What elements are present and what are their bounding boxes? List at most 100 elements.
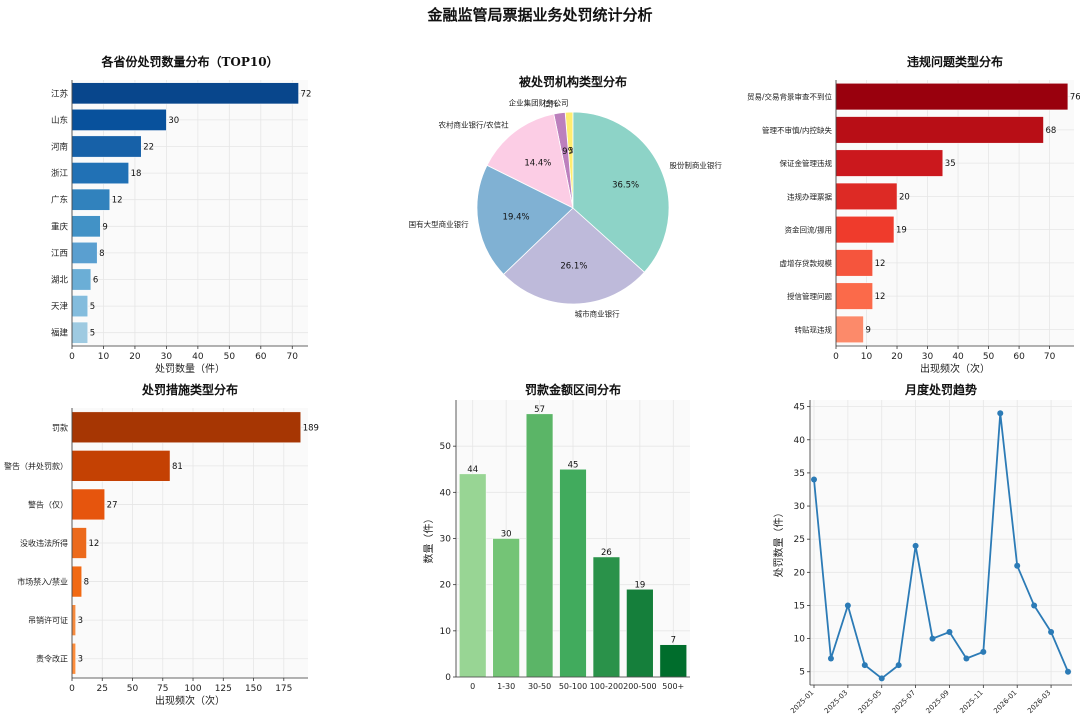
data-point: [1014, 562, 1021, 569]
x-tick-label: 40: [192, 352, 204, 362]
pie-category-label: 股份制商业银行: [669, 160, 722, 170]
bar-value-label: 12: [875, 259, 886, 269]
bar-value-label: 12: [875, 292, 886, 302]
category-label: 广东: [51, 195, 68, 206]
province-bar-chart: 各省份处罚数量分布（TOP10） 0 10 20 30 40 50 60 70 72 江苏 30 山东 2…: [51, 54, 312, 375]
category-label: 山东: [51, 115, 68, 126]
bar-value-label: 45: [568, 460, 579, 470]
pie-category-label: 企业集团财务公司: [509, 97, 569, 107]
category-label: 管理不审慎/内控缺失: [762, 125, 833, 135]
plot-area: [810, 400, 1072, 685]
bar: [835, 216, 895, 244]
bar-value-label: 26: [601, 548, 612, 558]
bar: [71, 162, 129, 184]
category-label: 500+: [662, 682, 684, 691]
x-tick-label: 0: [69, 684, 75, 694]
category-label: 湖北: [51, 276, 69, 286]
y-tick-label: 10: [440, 627, 452, 637]
bar: [459, 473, 487, 678]
pie-category-label: 国有大型商业银行: [409, 219, 469, 229]
bar-value-label: 5: [90, 329, 95, 339]
x-axis-label: 处罚数量（件）: [155, 362, 225, 375]
bar-value-label: 189: [303, 423, 319, 433]
bar-value-label: 30: [168, 116, 179, 126]
chart-title: 处罚措施类型分布: [141, 382, 238, 397]
bar-value-label: 18: [131, 169, 142, 179]
y-tick-label: 20: [440, 581, 452, 591]
x-tick-label: 125: [215, 684, 232, 694]
chart-title: 各省份处罚数量分布（TOP10）: [100, 54, 278, 69]
bar: [71, 242, 98, 264]
bar-value-label: 12: [112, 196, 123, 206]
category-label: 重庆: [51, 221, 69, 232]
data-point: [827, 655, 834, 662]
pie-slice: [476, 164, 574, 275]
y-axis-label: 数量（件）: [422, 514, 435, 564]
bar-value-label: 44: [467, 465, 478, 475]
bar: [525, 413, 554, 678]
bar-value-label: 5: [90, 302, 95, 312]
bar: [71, 643, 76, 675]
pie-category-label: 城市商业银行: [575, 309, 620, 319]
data-point: [1048, 628, 1055, 635]
bar-value-label: 72: [301, 89, 312, 99]
pie-pct-label: 19.4%: [503, 213, 530, 223]
y-tick-label: 0: [445, 673, 451, 683]
data-point: [1065, 668, 1071, 675]
bar: [71, 188, 111, 211]
data-point: [980, 648, 987, 655]
pie-slice: [572, 111, 670, 273]
pie-pct-label: 1.3%: [560, 146, 582, 156]
category-label: 转贴现违规: [795, 324, 833, 334]
category-label: 江西: [51, 249, 68, 259]
chart-title: 罚款金额区间分布: [525, 382, 621, 397]
x-tick-label: 2025-11: [958, 689, 984, 714]
x-tick-label: 20: [891, 352, 903, 362]
bar: [71, 450, 171, 482]
category-label: 贸易/交易背景审查不到位: [747, 92, 833, 102]
y-tick-label: 10: [794, 635, 806, 645]
x-tick-label: 2026-03: [1026, 689, 1052, 714]
data-point: [844, 602, 851, 609]
chart-title: 违规问题类型分布: [907, 54, 1003, 69]
bar: [835, 282, 873, 310]
bar: [71, 321, 88, 344]
bar-value-label: 27: [107, 500, 118, 510]
bar: [835, 182, 898, 210]
category-label: 罚款: [52, 422, 68, 432]
x-tick-label: 75: [157, 684, 168, 694]
bar: [71, 488, 105, 521]
bar: [835, 149, 944, 177]
x-tick-label: 70: [287, 352, 299, 362]
x-tick-label: 30: [922, 352, 934, 362]
pie-pct-label: 26.1%: [560, 262, 587, 272]
y-tick-label: 35: [794, 469, 805, 479]
y-tick-label: 50: [440, 442, 452, 452]
bar-value-label: 9: [102, 222, 107, 232]
bar: [71, 109, 167, 131]
category-label: 违规办理票据: [787, 191, 832, 201]
y-tick-label: 5: [799, 668, 805, 678]
bar-value-label: 12: [89, 539, 100, 549]
x-tick-label: 2025-09: [925, 689, 951, 714]
data-point: [997, 410, 1004, 417]
category-label: 30-50: [528, 682, 551, 691]
measure-bar-chart: 处罚措施类型分布 0 25 50 75 100 125 150 175 189 罚款 81 警告（并处罚…: [4, 382, 319, 707]
bar-value-label: 76: [1070, 93, 1080, 103]
x-tick-label: 25: [97, 684, 108, 694]
y-tick-label: 40: [794, 436, 806, 446]
x-tick-label: 50: [224, 352, 236, 362]
x-tick-label: 40: [952, 352, 964, 362]
bar: [71, 411, 301, 443]
y-tick-label: 25: [794, 535, 805, 545]
x-tick-label: 30: [161, 352, 173, 362]
data-point: [963, 655, 970, 662]
x-tick-label: 175: [275, 684, 292, 694]
data-point: [878, 675, 885, 682]
bar-value-label: 30: [501, 530, 512, 540]
x-tick-label: 10: [861, 352, 873, 362]
chart-title: 被处罚机构类型分布: [519, 74, 627, 89]
violation-bar-chart: 违规问题类型分布 0 10 20 30 40 50 60 70 76 贸易/交易背景审查不到位 68 管…: [747, 54, 1080, 375]
category-label: 没收违法所得: [20, 538, 68, 548]
pie-pct-label: 1.9%: [554, 147, 576, 157]
